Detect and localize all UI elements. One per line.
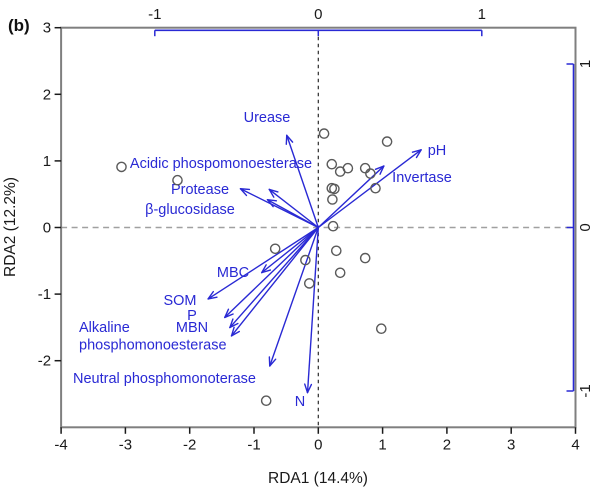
data-point bbox=[269, 243, 281, 255]
vector-arrowhead-n bbox=[306, 383, 313, 394]
vector-arrow-mbc bbox=[261, 226, 319, 274]
data-point bbox=[359, 162, 371, 174]
data-point bbox=[329, 183, 340, 195]
vector-arrow-beta-glucosidase bbox=[267, 199, 319, 229]
vector-arrowhead-mbn bbox=[229, 318, 234, 329]
vector-label-n: N bbox=[295, 394, 305, 410]
x-tick-label: -4 bbox=[54, 436, 67, 453]
data-point bbox=[116, 161, 127, 173]
x-tick-label: 3 bbox=[507, 436, 515, 453]
secondary-right-tick-label: 0 bbox=[577, 223, 594, 231]
panel-label: (b) bbox=[8, 16, 30, 35]
y-tick-label: -1 bbox=[38, 286, 51, 303]
vector-arrow-som bbox=[207, 226, 319, 300]
x-tick-label: 0 bbox=[314, 436, 322, 453]
data-point bbox=[326, 158, 338, 170]
vector-arrowhead-som bbox=[207, 296, 218, 300]
vector-label-invertase: Invertase bbox=[392, 170, 452, 186]
y-tick-label: 1 bbox=[43, 153, 51, 170]
vector-arrowhead-invertase bbox=[374, 165, 385, 171]
y-tick-label: -2 bbox=[38, 353, 51, 370]
vector-arrowhead-beta-glucosidase bbox=[266, 199, 278, 202]
data-point bbox=[330, 245, 342, 257]
vector-label-som: SOM bbox=[163, 293, 196, 309]
vector-arrowhead-protease bbox=[239, 188, 248, 197]
data-point bbox=[375, 323, 387, 335]
data-point bbox=[300, 254, 311, 266]
data-point bbox=[318, 128, 330, 139]
vector-arrow-urease bbox=[286, 135, 319, 228]
vector-arrowhead-n bbox=[304, 383, 309, 394]
vector-arrow-p bbox=[224, 226, 319, 318]
vector-arrowhead-beta-glucosidase bbox=[266, 199, 274, 208]
data-point bbox=[381, 136, 393, 147]
secondary-top-tick-label: 0 bbox=[314, 6, 322, 23]
vector-arrowhead-mbc bbox=[261, 264, 267, 274]
vector-arrowhead-invertase bbox=[379, 165, 385, 175]
x-tick-label: 4 bbox=[571, 436, 579, 453]
data-point bbox=[365, 168, 376, 179]
x-axis-title: RDA1 (14.4%) bbox=[268, 470, 368, 487]
vector-label-mbn: MBN bbox=[176, 320, 208, 336]
vector-arrow-ph bbox=[317, 149, 422, 229]
x-tick-label: 1 bbox=[378, 436, 386, 453]
vector-label-acidic-phospomonoesterase: Acidic phospomonoesterase bbox=[130, 156, 312, 172]
vector-label-ph: pH bbox=[428, 143, 447, 159]
data-point bbox=[172, 174, 183, 186]
vector-arrow-alkaline-phosphomonoesterase bbox=[230, 227, 319, 337]
vector-arrowhead-mbc bbox=[261, 269, 272, 274]
data-point bbox=[327, 194, 338, 205]
vector-arrowhead-urease bbox=[286, 134, 294, 143]
vector-arrowhead-ph bbox=[415, 149, 422, 159]
vector-label-beta-glucosidase: β-glucosidase bbox=[145, 202, 235, 218]
secondary-right-tick-label: -1 bbox=[577, 384, 594, 397]
y-tick-label: 2 bbox=[43, 86, 51, 103]
vector-arrowhead-acidic-phospomonoesterase bbox=[268, 188, 279, 193]
vector-arrowhead-neutral-phosphomonoterase bbox=[269, 358, 277, 367]
vector-label-protease: Protease bbox=[171, 182, 229, 198]
vector-arrowhead-alkaline-phosphomonoesterase bbox=[230, 326, 235, 337]
vector-arrowhead-protease bbox=[239, 188, 251, 191]
vector-arrowhead-p bbox=[224, 313, 234, 319]
vector-label-neutral-phosphomonoterase: Neutral phosphomonoterase bbox=[73, 371, 256, 387]
vector-arrow-n bbox=[306, 227, 319, 393]
vector-arrowhead-som bbox=[207, 290, 214, 300]
x-tick-label: -1 bbox=[247, 436, 260, 453]
vector-arrowhead-mbn bbox=[229, 322, 239, 329]
vector-arrow-acidic-phospomonoesterase bbox=[268, 188, 319, 229]
y-tick-label: 0 bbox=[43, 220, 51, 237]
x-tick-label: -2 bbox=[183, 436, 196, 453]
x-tick-label: 2 bbox=[443, 436, 451, 453]
data-point bbox=[370, 182, 381, 194]
secondary-right-tick-label: 1 bbox=[577, 60, 594, 68]
data-point bbox=[334, 267, 346, 279]
vector-label-urease: Urease bbox=[244, 110, 291, 126]
y-axis-title: RDA2 (12.2%) bbox=[2, 177, 19, 277]
vector-label-mbc: MBC bbox=[217, 265, 249, 281]
vector-label-alkaline-phosphomonoesterase: Alkaline bbox=[79, 320, 130, 336]
vector-arrow-invertase bbox=[317, 165, 385, 229]
secondary-top-tick-label: 1 bbox=[478, 6, 486, 23]
secondary-top-tick-label: -1 bbox=[148, 6, 161, 23]
x-tick-label: -3 bbox=[119, 436, 132, 453]
data-point bbox=[342, 162, 354, 174]
vector-arrow-neutral-phosphomonoterase bbox=[269, 227, 319, 367]
data-point bbox=[260, 395, 272, 407]
vector-arrowhead-p bbox=[224, 308, 230, 319]
vector-label-p: P bbox=[187, 308, 197, 324]
data-point bbox=[327, 220, 339, 232]
vector-label-alkaline-phosphomonoesterase: phosphomonoesterase bbox=[79, 338, 227, 354]
data-point bbox=[303, 278, 315, 289]
vector-arrowhead-acidic-phospomonoesterase bbox=[268, 188, 275, 198]
vector-arrow-mbn bbox=[229, 227, 319, 329]
y-tick-label: 3 bbox=[43, 20, 51, 37]
data-point bbox=[359, 252, 371, 264]
vector-arrowhead-ph bbox=[411, 149, 422, 153]
vector-arrowhead-alkaline-phosphomonoesterase bbox=[230, 330, 241, 337]
